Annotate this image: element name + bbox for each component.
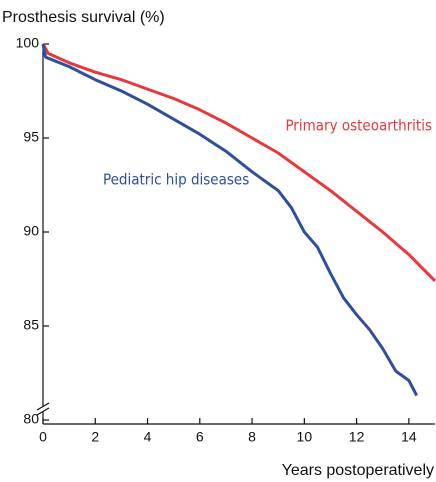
x-tick-label: 14 (401, 429, 417, 445)
series-label: Primary osteoarthritis (285, 117, 432, 135)
x-tick-label: 8 (248, 429, 256, 445)
axis-break (36, 407, 50, 416)
survival-line (41, 43, 436, 282)
x-tick-label: 0 (39, 429, 47, 445)
y-tick-label: 95 (23, 129, 39, 145)
x-axis-label: Years postoperatively (282, 462, 434, 479)
y-tick-label: 85 (23, 317, 39, 333)
y-tick-label: 90 (23, 223, 39, 239)
x-tick-label: 2 (91, 429, 99, 445)
x-tick-label: 10 (297, 429, 313, 445)
survival-line (41, 43, 419, 397)
y-tick-label: 100 (16, 35, 40, 51)
y-axis-label: Prosthesis survival (%) (2, 9, 165, 26)
axis-break (36, 402, 50, 411)
series-label: Pediatric hip diseases (103, 171, 249, 189)
x-tick-label: 4 (144, 429, 152, 445)
x-tick-label: 12 (349, 429, 365, 445)
x-tick-label: 6 (196, 429, 204, 445)
y-tick-label: 80 (23, 411, 39, 427)
